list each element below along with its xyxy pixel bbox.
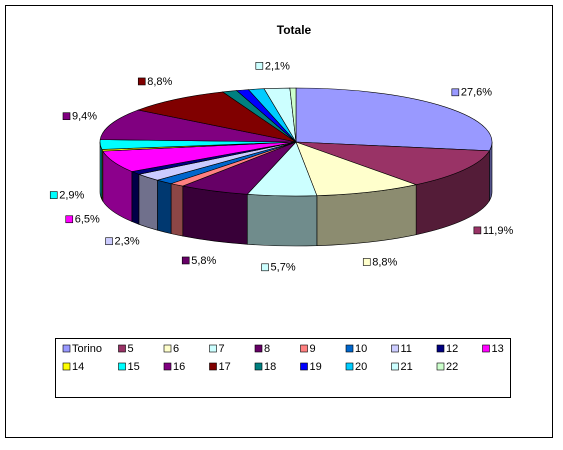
slice-side xyxy=(170,183,184,237)
data-label: 2,3% xyxy=(115,236,140,248)
label-swatch xyxy=(65,215,74,224)
data-label: 9,4% xyxy=(72,111,97,123)
legend-swatch xyxy=(300,344,308,353)
label-swatch xyxy=(49,191,58,199)
legend-swatch xyxy=(254,362,263,371)
label-swatch xyxy=(255,62,264,70)
legend-swatch xyxy=(118,362,126,371)
label-swatch xyxy=(362,258,371,266)
legend-label: 15 xyxy=(128,361,140,373)
legend-label: 12 xyxy=(446,343,458,355)
legend-swatch xyxy=(163,362,172,371)
data-label: 6,5% xyxy=(75,214,100,226)
legend-swatch xyxy=(436,344,445,353)
legend-swatch xyxy=(482,344,490,353)
legend-swatch xyxy=(62,344,71,353)
label-swatch xyxy=(451,88,460,97)
legend-label: 13 xyxy=(492,343,504,355)
slice-side xyxy=(182,185,248,245)
label-swatch xyxy=(137,77,146,86)
legend-label: 18 xyxy=(264,361,276,373)
slice xyxy=(137,91,297,143)
slice xyxy=(295,141,490,185)
data-label: 5,7% xyxy=(271,262,296,274)
legend-label: 6 xyxy=(173,343,179,355)
legend-box xyxy=(55,338,511,398)
slice-side xyxy=(138,173,158,231)
legend-label: 21 xyxy=(401,361,413,373)
legend-label: 5 xyxy=(128,343,134,355)
legend-swatch xyxy=(345,344,354,353)
legend-label: 8 xyxy=(264,343,270,355)
legend-label: 11 xyxy=(401,343,412,355)
legend-swatch xyxy=(391,362,399,371)
data-label: 27,6% xyxy=(461,87,492,99)
legend-label: 17 xyxy=(219,361,231,373)
data-label: 2,9% xyxy=(59,189,84,201)
legend-swatch xyxy=(300,362,308,371)
legend-swatch xyxy=(209,362,217,371)
legend-swatch xyxy=(391,344,399,353)
slice-side xyxy=(489,141,493,202)
legend-swatch xyxy=(254,344,263,353)
legend-label: 16 xyxy=(173,361,185,373)
label-swatch xyxy=(181,256,190,265)
label-swatch xyxy=(62,112,71,121)
legend-label: 19 xyxy=(310,361,322,373)
legend-swatch xyxy=(163,344,172,353)
label-swatch xyxy=(473,226,482,235)
legend-label: 14 xyxy=(72,361,84,373)
slice xyxy=(289,87,297,143)
slice xyxy=(295,141,418,196)
legend-swatch xyxy=(436,362,445,371)
chart-title: Totale xyxy=(277,23,312,37)
slice xyxy=(295,87,493,152)
legend-label: 7 xyxy=(219,343,225,355)
slice-side xyxy=(246,193,318,247)
data-label: 11,9% xyxy=(483,225,514,237)
data-label: 5,8% xyxy=(191,255,216,267)
slice-side xyxy=(131,171,140,225)
legend-swatch xyxy=(62,362,71,371)
label-swatch xyxy=(105,237,113,246)
legend-swatch xyxy=(118,344,126,353)
data-label: 8,8% xyxy=(372,256,397,268)
slice-side xyxy=(99,141,103,200)
legend-label: 20 xyxy=(355,361,367,373)
legend-label: Torino xyxy=(72,343,102,355)
slice-side xyxy=(157,179,172,234)
data-label: 8,8% xyxy=(147,76,172,88)
legend-swatch xyxy=(209,344,217,353)
legend-label: 10 xyxy=(355,343,367,355)
data-label: 2,1% xyxy=(265,60,290,72)
legend-label: 22 xyxy=(446,361,458,373)
slice xyxy=(99,109,297,143)
label-swatch xyxy=(261,263,269,272)
legend-label: 9 xyxy=(310,343,316,355)
legend-swatch xyxy=(345,362,354,371)
